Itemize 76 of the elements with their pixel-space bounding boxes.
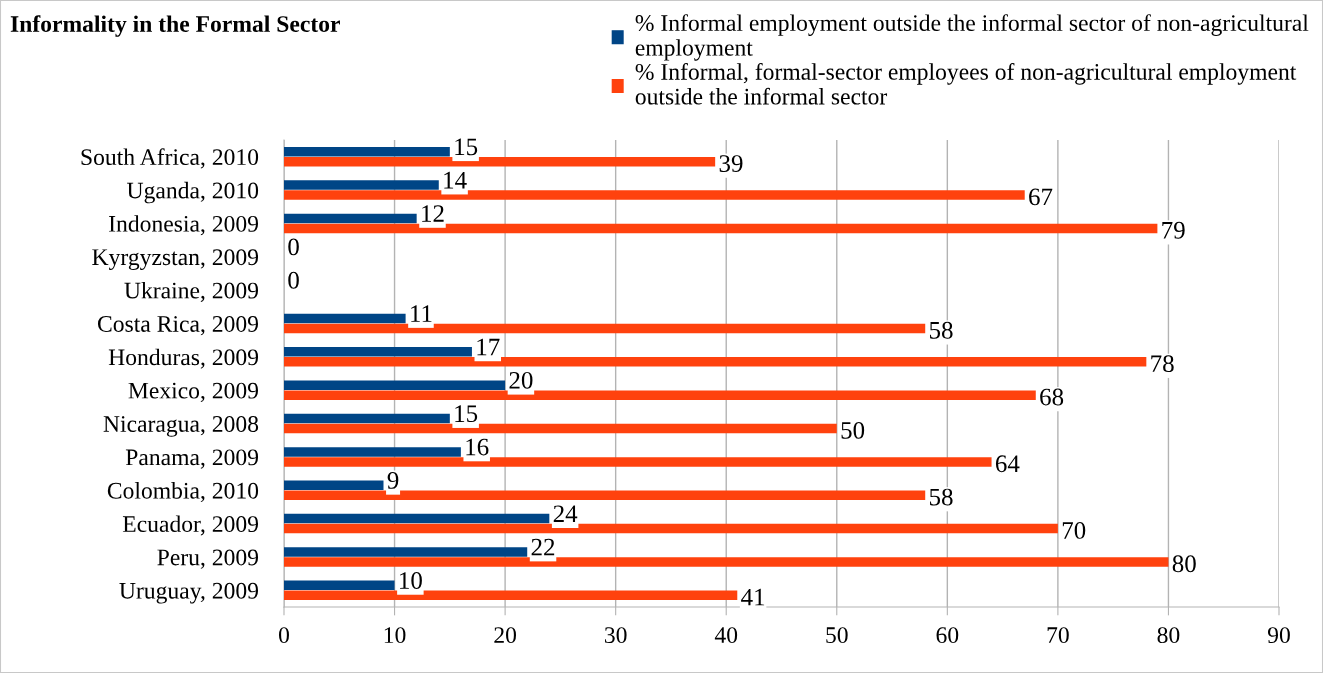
data-label: 64: [995, 455, 1020, 473]
data-label: 10: [400, 572, 422, 589]
y-tick-label: Costa Rica, 2009: [97, 315, 259, 336]
data-label: 20: [509, 371, 533, 389]
y-tick-label: Panama, 2009: [125, 449, 259, 469]
x-tick-label: 10: [384, 627, 406, 644]
bar: [284, 490, 926, 501]
y-tick-label: Ecuador, 2009: [122, 515, 259, 536]
bar: [284, 146, 450, 157]
bar: [284, 423, 837, 434]
data-label: 14: [444, 171, 467, 189]
data-label: 11: [411, 305, 432, 322]
bar: [284, 223, 1158, 234]
data-label: 39: [719, 155, 743, 172]
bar: [284, 357, 1147, 367]
data-label: 70: [1062, 522, 1086, 539]
data-label: 16: [466, 438, 489, 456]
bar: [284, 580, 395, 591]
data-label: 58: [929, 488, 953, 506]
data-label: 15: [455, 138, 478, 156]
bar: [284, 190, 1025, 200]
bar: [284, 523, 1058, 534]
data-label: 24: [553, 505, 578, 522]
x-tick-label: 40: [714, 627, 738, 644]
x-tick-label: 80: [1157, 627, 1180, 644]
data-label: 15: [455, 405, 478, 423]
bar: [284, 557, 1169, 567]
y-tick-label: Kyrgyzstan, 2009: [92, 249, 259, 270]
bar: [284, 457, 992, 467]
legend-label: % Informal, formal-sector employees of non-agricultural employment outside the informal sector: [635, 63, 1297, 105]
y-tick-label: Uruguay, 2009: [119, 582, 259, 604]
data-label: 80: [1172, 555, 1196, 573]
y-tick-label: Uganda, 2010: [127, 181, 259, 204]
bar: [284, 213, 417, 224]
data-label: 50: [841, 421, 865, 439]
bar: [284, 347, 472, 357]
data-label: 68: [1040, 388, 1064, 406]
data-label: 9: [387, 472, 399, 489]
y-tick-label: Ukraine, 2009: [124, 281, 259, 302]
bar: [284, 590, 738, 601]
data-label: 78: [1151, 355, 1174, 373]
y-tick-label: Mexico, 2009: [128, 382, 259, 402]
data-label: 17: [477, 338, 500, 356]
bar: [284, 547, 528, 557]
data-label: 58: [929, 321, 953, 339]
x-tick-label: 30: [604, 627, 627, 644]
bar: [284, 413, 450, 424]
y-tick-label: South Africa, 2010: [81, 148, 259, 169]
data-label: 0: [288, 238, 299, 256]
y-tick-label: Honduras, 2009: [108, 348, 259, 369]
bar: [284, 390, 1036, 400]
chart-title: Informality in the Formal Sector: [10, 15, 340, 37]
bar: [284, 180, 439, 190]
x-tick-label: 20: [494, 627, 517, 644]
x-tick-label: 50: [826, 627, 848, 644]
x-tick-label: 90: [1267, 627, 1290, 644]
data-label: 0: [288, 271, 299, 289]
data-label: 79: [1162, 221, 1185, 239]
x-tick-label: 70: [1047, 627, 1069, 644]
bar: [284, 313, 406, 324]
bar: [284, 513, 550, 524]
data-label: 41: [741, 588, 765, 606]
y-tick-label: Nicaragua, 2008: [103, 415, 259, 437]
bar: [284, 380, 506, 390]
data-label: 12: [422, 205, 444, 222]
data-label: 22: [531, 538, 555, 556]
x-tick-label: 60: [936, 627, 959, 644]
y-tick-label: Indonesia, 2009: [109, 215, 259, 236]
bar: [284, 447, 461, 457]
y-tick-label: Peru, 2009: [157, 549, 259, 569]
bar: [284, 156, 716, 167]
legend-label: % Informal employment outside the informal sector of non-agricultural employment: [635, 14, 1309, 61]
y-tick-label: Colombia, 2010: [107, 482, 259, 503]
bar: [284, 323, 926, 334]
data-label: 67: [1029, 188, 1053, 206]
x-tick-label: 0: [279, 627, 289, 644]
